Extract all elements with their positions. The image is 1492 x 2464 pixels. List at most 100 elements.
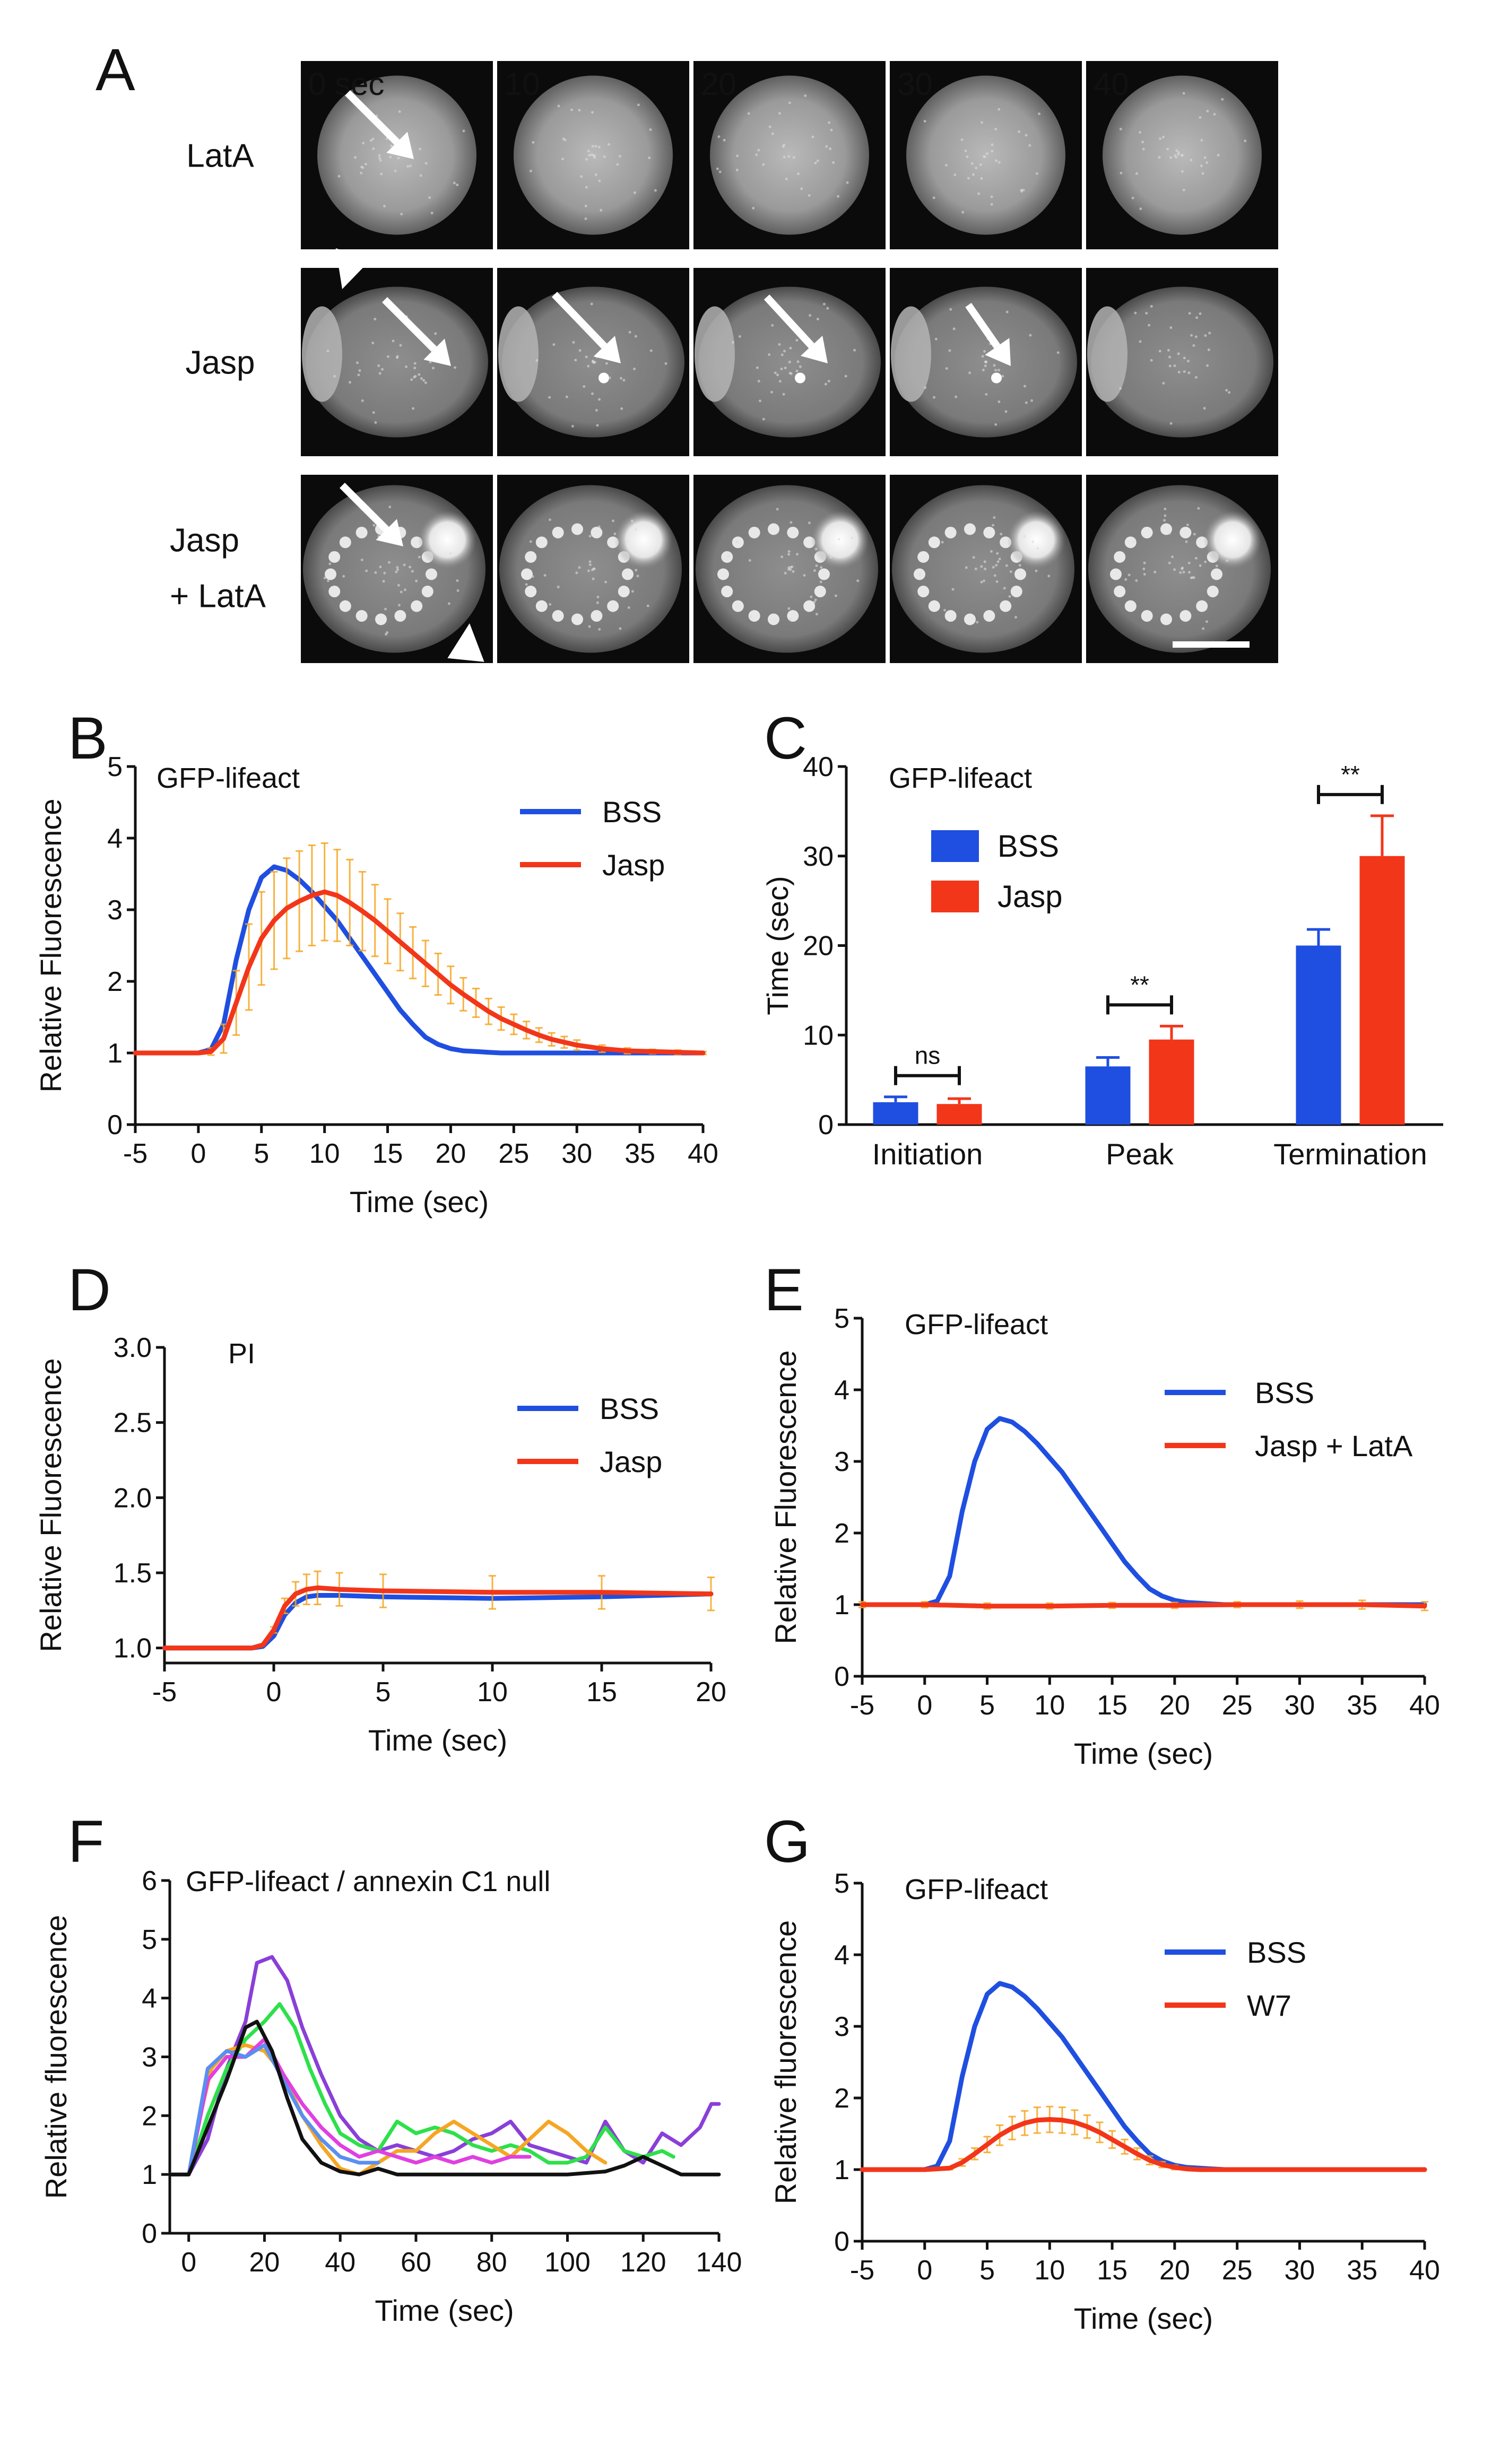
series-line-black: [168, 2019, 721, 2176]
speckle: [1206, 364, 1209, 367]
arrow-icon: [764, 294, 814, 349]
vesicle-spot: [1179, 610, 1192, 622]
vesicle-spot: [748, 610, 760, 622]
speckle: [394, 169, 397, 172]
speckle: [557, 586, 560, 589]
speckle: [1183, 356, 1186, 360]
speckle: [1186, 523, 1189, 526]
y-tick-label: 5: [142, 1925, 157, 1955]
x-tick-label: 0: [181, 2247, 196, 2278]
speckle: [372, 147, 375, 150]
speckle: [453, 366, 456, 369]
panel-letter-b: B: [68, 705, 108, 771]
speckle: [1134, 311, 1137, 315]
speckle: [349, 381, 352, 384]
speckle: [1182, 188, 1185, 191]
speckle: [1226, 559, 1229, 562]
speckle: [795, 369, 799, 372]
speckle: [620, 407, 623, 410]
speckle: [337, 175, 341, 178]
speckle: [813, 569, 817, 572]
speckle: [953, 173, 957, 177]
y-tick-label: 2.0: [114, 1483, 152, 1513]
speckle: [574, 359, 577, 362]
speckle: [983, 350, 986, 353]
speckle: [716, 167, 719, 170]
speckle: [328, 562, 332, 565]
x-axis-label: Time (sec): [350, 1185, 489, 1218]
arrow-icon: [965, 303, 1001, 349]
row-label: + LatA: [170, 578, 266, 615]
speckle: [588, 154, 591, 157]
cell-body: [1091, 286, 1273, 438]
speckle: [532, 141, 535, 144]
x-tick-label: 25: [1222, 2255, 1253, 2286]
time-label: 30: [897, 66, 933, 102]
speckle: [415, 579, 418, 582]
speckle: [561, 158, 564, 161]
speckle: [424, 381, 427, 384]
speckle: [982, 579, 985, 582]
vesicle-spot: [355, 526, 368, 538]
speckle: [548, 396, 551, 399]
speckle: [996, 560, 1000, 563]
speckle: [1159, 137, 1162, 141]
speckle: [1188, 571, 1191, 574]
arrow-head-icon: [376, 519, 403, 546]
speckle: [985, 152, 988, 155]
speckle: [396, 566, 399, 569]
speckle: [565, 395, 568, 398]
speckle: [431, 367, 435, 370]
speckle: [397, 156, 400, 160]
legend-label: BSS: [997, 829, 1059, 864]
speckle: [1025, 401, 1028, 404]
speckle: [374, 317, 377, 320]
legend-label: Jasp: [997, 880, 1063, 914]
speckle: [413, 367, 417, 370]
speckle: [735, 168, 739, 171]
speckle: [649, 128, 652, 131]
speckle: [1132, 540, 1135, 543]
bar-jasp: [1149, 1039, 1194, 1125]
y-tick-label: 0: [142, 2218, 157, 2249]
speckle: [1142, 568, 1146, 571]
speckle: [1158, 156, 1161, 159]
speckle: [1244, 140, 1247, 143]
speckle: [1145, 311, 1148, 315]
speckle: [795, 338, 799, 342]
vesicle-spot: [552, 610, 564, 622]
speckle: [1213, 112, 1216, 116]
x-tick-label: -5: [850, 2255, 874, 2286]
speckle: [1036, 547, 1039, 550]
speckle: [357, 373, 360, 377]
speckle: [1197, 507, 1200, 510]
speckle: [778, 343, 781, 346]
speckle: [596, 424, 599, 427]
speckle: [1047, 574, 1051, 578]
speckle: [1139, 340, 1142, 343]
speckle: [727, 554, 730, 558]
series-line-jasp: [162, 1585, 714, 1651]
x-tick-label: 10: [477, 1677, 508, 1708]
x-tick-label: 60: [401, 2247, 431, 2278]
speckle: [383, 571, 386, 574]
y-tick-label: 40: [803, 752, 834, 782]
significance-label: ns: [915, 1042, 941, 1069]
chart-inset-label: GFP-lifeact / annexin C1 null: [186, 1866, 550, 1897]
speckle: [1194, 556, 1198, 560]
vesicle-spot: [917, 551, 930, 563]
speckle: [756, 366, 759, 369]
speckle: [979, 163, 982, 167]
speckle: [654, 189, 657, 192]
speckle: [549, 603, 552, 606]
x-tick-label: 30: [1285, 1690, 1315, 1721]
speckle: [994, 127, 997, 130]
speckle: [796, 553, 799, 556]
y-axis-label: Relative fluorescence: [39, 1915, 73, 2199]
speckle: [578, 349, 582, 352]
series-line-bss: [162, 1591, 714, 1651]
speckle: [369, 139, 372, 142]
speckle: [1168, 364, 1172, 368]
speckle: [637, 103, 640, 107]
